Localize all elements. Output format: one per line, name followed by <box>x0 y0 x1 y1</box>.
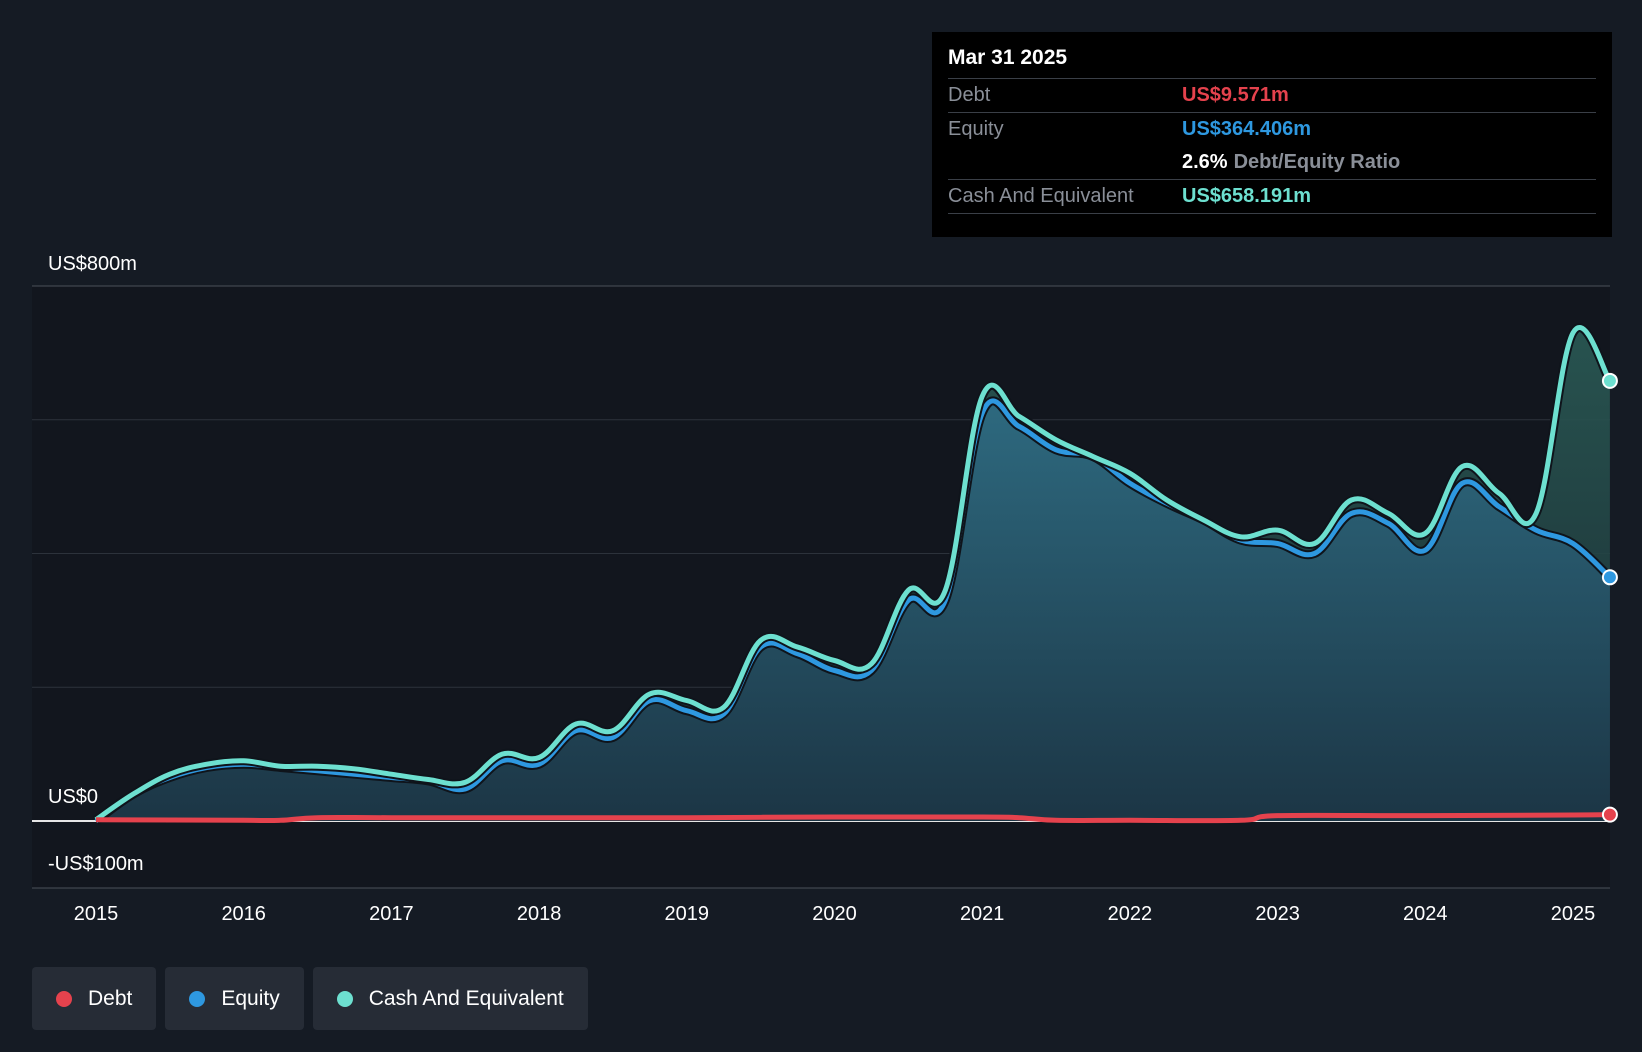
tooltip-row-debt: Debt US$9.571m <box>948 79 1596 113</box>
tooltip-debt-label: Debt <box>948 84 991 106</box>
end-marker <box>1601 372 1618 389</box>
tooltip-equity-value: US$364.406m <box>1182 118 1311 140</box>
chart-legend: Debt Equity Cash And Equivalent <box>32 967 588 1030</box>
end-markers <box>1601 372 1618 823</box>
tooltip-row-equity: Equity US$364.406m <box>948 113 1596 146</box>
x-tick-label: 2024 <box>1403 903 1448 925</box>
x-tick-label: 2015 <box>74 903 119 925</box>
tooltip-equity-label: Equity <box>948 118 1004 140</box>
tooltip-row-cash: Cash And Equivalent US$658.191m <box>948 180 1596 214</box>
legend-dot-debt <box>56 990 72 1007</box>
legend-label-debt: Debt <box>88 986 133 1010</box>
debt-line <box>95 812 1610 824</box>
y-label-bottom: -US$100m <box>48 853 144 875</box>
x-tick-label: 2023 <box>1255 903 1300 925</box>
tooltip-ratio-label: Debt/Equity Ratio <box>1233 151 1401 173</box>
legend-dot-equity <box>189 990 206 1007</box>
tooltip-ratio-value: 2.6% <box>1182 151 1228 173</box>
legend-label-equity: Equity <box>221 986 280 1010</box>
y-label-zero: US$0 <box>48 786 98 808</box>
series-areas <box>96 327 1610 821</box>
cash-line <box>94 325 1613 822</box>
legend-dot-cash <box>336 990 353 1007</box>
tooltip-row-ratio: 2.6% Debt/Equity Ratio <box>948 146 1596 180</box>
tooltip-date: Mar 31 2025 <box>948 46 1596 79</box>
y-axis-labels: US$800m US$0 -US$100m <box>48 253 144 875</box>
legend-item-cash[interactable]: Cash And Equivalent <box>312 967 588 1030</box>
equity-area <box>96 400 1610 821</box>
legend-item-equity[interactable]: Equity <box>165 967 304 1030</box>
x-tick-label: 2022 <box>1108 903 1153 925</box>
x-axis-ticks: 2015 2016 2017 2018 2019 2020 2021 2022 2023 2024… <box>74 903 1596 925</box>
end-marker <box>1601 569 1618 586</box>
x-tick-label: 2020 <box>812 903 857 925</box>
x-tick-label: 2019 <box>665 903 710 925</box>
tooltip-panel: Mar 31 2025 Debt US$9.571m Equity US$364… <box>932 32 1612 237</box>
x-tick-label: 2025 <box>1551 903 1596 925</box>
legend-item-debt[interactable]: Debt <box>32 967 157 1030</box>
x-tick-label: 2016 <box>221 903 266 925</box>
tooltip-cash-value: US$658.191m <box>1182 185 1311 207</box>
x-tick-label: 2021 <box>960 903 1005 925</box>
series-lines <box>93 323 1614 825</box>
y-label-top: US$800m <box>48 253 137 275</box>
x-tick-label: 2017 <box>369 903 414 925</box>
end-marker <box>1601 806 1618 823</box>
legend-label-cash: Cash And Equivalent <box>368 986 564 1010</box>
tooltip-debt-value: US$9.571m <box>1182 84 1289 106</box>
tooltip-cash-label: Cash And Equivalent <box>948 185 1134 207</box>
x-tick-label: 2018 <box>517 903 562 925</box>
